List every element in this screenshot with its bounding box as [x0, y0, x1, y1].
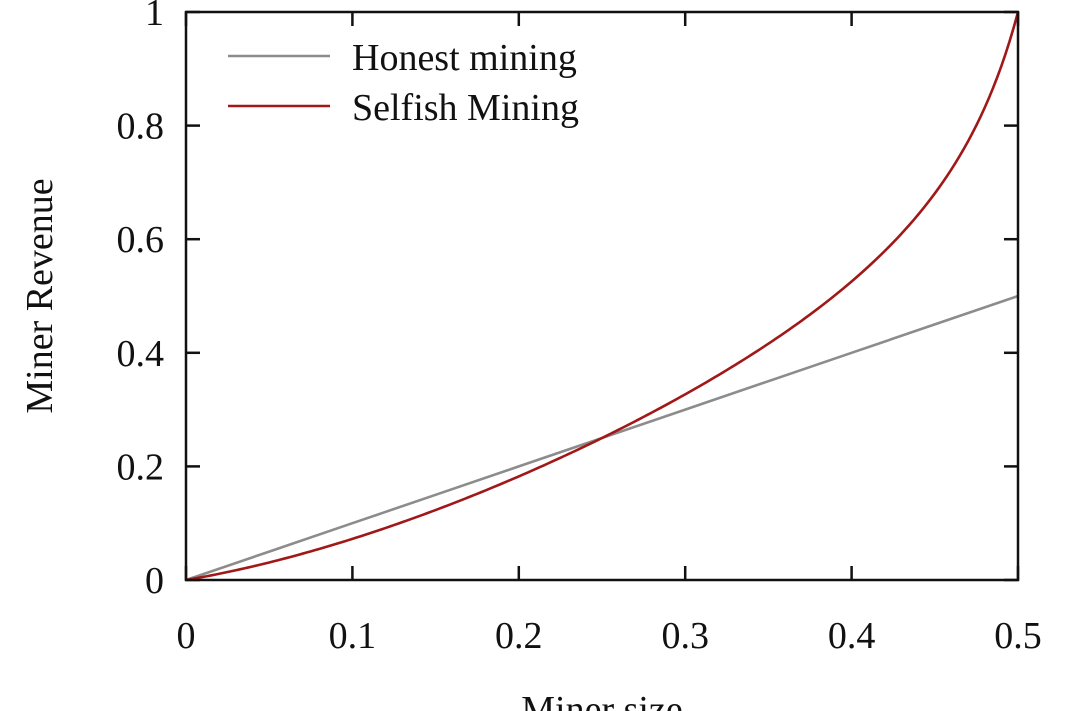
x-tick-label: 0.2: [495, 615, 543, 657]
legend: Honest mining Selfish Mining: [228, 37, 579, 129]
x-tick-label: 0.3: [661, 615, 709, 657]
y-tick-label: 0.6: [117, 219, 165, 261]
y-tick-label: 0.8: [117, 106, 165, 148]
x-tick-label: 0: [177, 615, 196, 657]
x-tick-label: 0.1: [329, 615, 377, 657]
legend-entry-label: Honest mining: [352, 37, 577, 79]
legend-entry-label: Selfish Mining: [352, 87, 579, 129]
x-axis-label: Miner size: [521, 689, 682, 711]
y-tick-label: 1: [145, 0, 164, 34]
x-tick-label: 0.4: [828, 615, 876, 657]
y-axis-label: Miner Revenue: [19, 178, 61, 413]
ticks-layer: [184, 10, 1020, 582]
y-tick-label: 0.2: [117, 446, 165, 488]
x-tick-label: 0.5: [994, 615, 1042, 657]
y-tick-label: 0.4: [117, 333, 165, 375]
tick-labels: 0 0.1 0.2 0.3 0.4 0.5 0 0.2 0.4 0.6 0.8 1: [117, 0, 1042, 657]
series-line-selfish-mining: [185, 11, 1020, 582]
y-tick-label: 0: [145, 560, 164, 602]
series-layer: [185, 11, 1020, 582]
plot-frame: [184, 10, 1020, 582]
